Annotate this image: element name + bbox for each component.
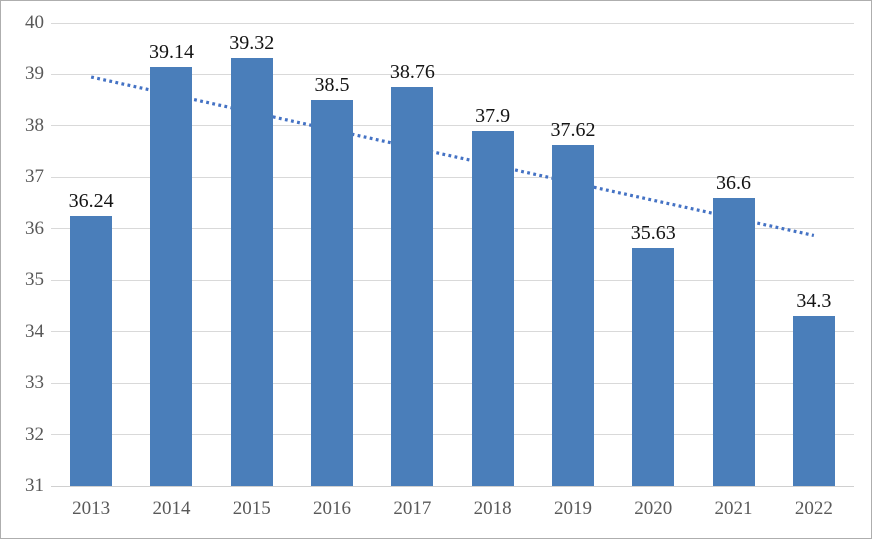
x-axis-tick-label: 2014 — [152, 498, 191, 519]
bar-value-label: 38.5 — [314, 74, 350, 97]
bar-value-label: 36.24 — [68, 190, 114, 213]
bar-2019 — [551, 145, 594, 486]
bar-value-label: 39.14 — [148, 41, 194, 64]
x-axis-tick-label: 2021 — [714, 498, 753, 519]
bar-2013 — [70, 216, 113, 486]
bar-2017 — [391, 86, 434, 486]
x-axis-tick-label: 2013 — [72, 498, 111, 519]
bar-value-label: 38.76 — [389, 60, 435, 83]
x-axis-tick-label: 2018 — [473, 498, 512, 519]
y-axis-tick-label: 39 — [25, 63, 44, 85]
gridline-y-37 — [51, 176, 854, 178]
trendline-path — [90, 75, 815, 238]
bar-2016 — [311, 100, 354, 486]
y-axis-tick-label: 31 — [25, 475, 44, 496]
bar-value-label: 36.6 — [716, 171, 752, 194]
bar-2020 — [632, 247, 675, 486]
x-axis-tick-label: 2020 — [634, 498, 673, 519]
gridline-y-38 — [51, 125, 854, 127]
bar-value-label: 34.3 — [796, 290, 832, 313]
y-axis-tick-label: 37 — [25, 166, 44, 188]
gridline-y-33 — [51, 382, 854, 384]
y-axis-tick-label: 38 — [25, 114, 44, 136]
y-axis-tick-label: 33 — [25, 372, 44, 394]
gridline-y-39 — [51, 73, 854, 75]
gridline-y-35 — [51, 279, 854, 281]
gridline-y-31 — [51, 485, 854, 487]
bar-value-label: 37.62 — [550, 119, 596, 142]
gridline-y-32 — [51, 434, 854, 436]
bar-value-label: 39.32 — [229, 31, 275, 54]
bar-value-label: 37.9 — [475, 105, 511, 128]
gridline-y-36 — [51, 228, 854, 230]
bar-2014 — [150, 67, 193, 486]
x-axis-tick-label: 2019 — [553, 498, 592, 519]
x-axis-tick-label: 2017 — [393, 498, 432, 519]
y-axis-tick-label: 34 — [25, 320, 44, 342]
x-axis-tick-label: 2016 — [313, 498, 352, 519]
gridline-y-34 — [51, 331, 854, 333]
x-axis-tick-label: 2015 — [232, 498, 271, 519]
y-axis-tick-label: 32 — [25, 423, 44, 445]
bar-value-label: 35.63 — [630, 221, 676, 244]
bar-2018 — [471, 131, 514, 486]
gridline-y-40 — [51, 22, 854, 24]
bar-2022 — [792, 316, 835, 486]
y-axis-tick-label: 40 — [25, 12, 44, 33]
y-axis-tick-label: 35 — [25, 269, 44, 291]
y-axis-tick-label: 36 — [25, 217, 44, 239]
bar-2021 — [712, 197, 755, 486]
x-axis-tick-label: 2022 — [794, 498, 833, 519]
bar-2015 — [230, 57, 273, 486]
